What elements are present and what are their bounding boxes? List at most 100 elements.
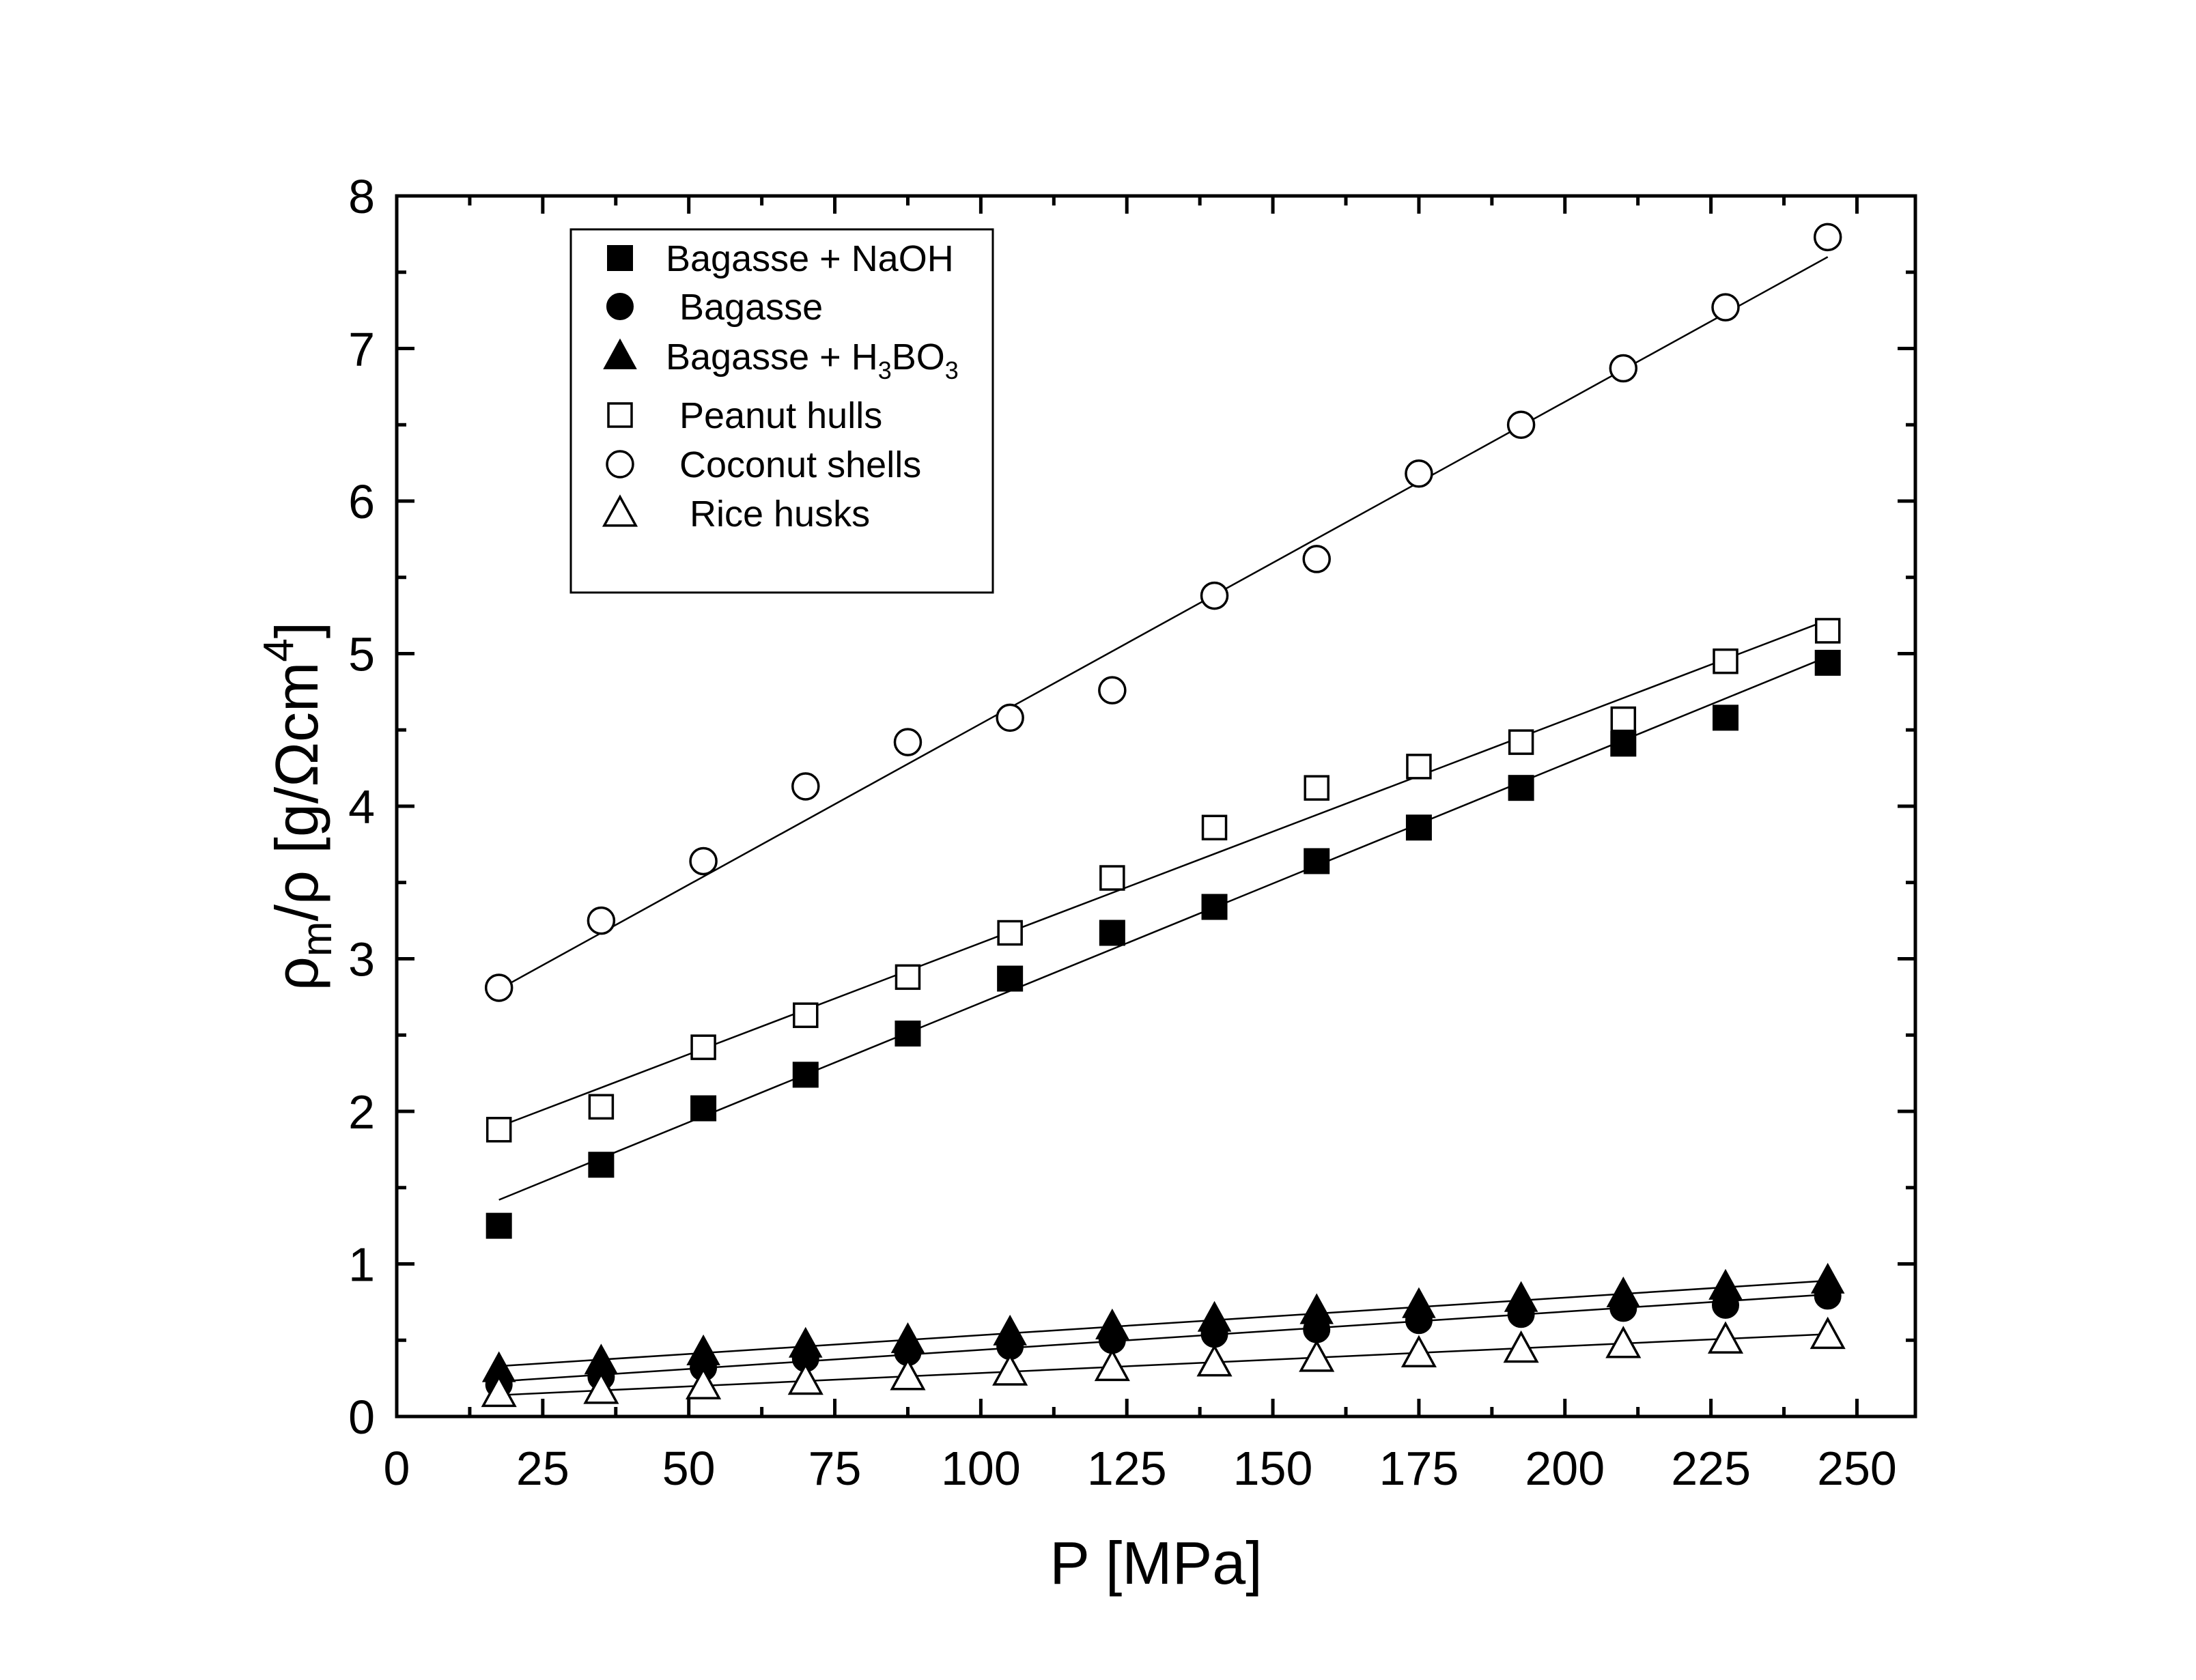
data-point	[1508, 775, 1534, 801]
x-tick-label: 50	[662, 1442, 716, 1495]
data-point	[588, 1152, 615, 1178]
x-tick-label: 250	[1817, 1442, 1897, 1495]
data-point	[1402, 1287, 1436, 1318]
data-point	[1810, 1316, 1846, 1350]
data-point	[788, 1326, 823, 1358]
data-point	[1814, 618, 1841, 644]
x-tick-label: 175	[1379, 1442, 1459, 1495]
data-point	[1099, 920, 1125, 946]
data-point	[1606, 1276, 1641, 1308]
data-point	[583, 1371, 619, 1404]
data-point	[1196, 1343, 1233, 1377]
y-axis-title-rest: /ρ [g/Ωcm	[263, 662, 330, 922]
y-tick-label: 0	[348, 1391, 375, 1444]
x-axis-title: P [MPa]	[1050, 1529, 1262, 1597]
data-point	[1711, 293, 1740, 322]
data-point	[1814, 649, 1841, 676]
fit-line	[498, 1293, 1828, 1382]
legend-box	[569, 228, 994, 594]
data-point	[1707, 1321, 1744, 1354]
data-point	[890, 1358, 926, 1391]
y-tick-label: 8	[348, 170, 375, 223]
data-points	[481, 223, 1846, 1408]
legend-label: Rice husks	[690, 494, 870, 535]
data-point	[997, 920, 1023, 946]
data-point	[787, 1362, 824, 1395]
data-point	[1610, 730, 1637, 757]
data-point	[484, 973, 513, 1002]
y-axis-title-sub: m	[294, 922, 341, 957]
y-axis-title-sup: 4	[255, 638, 302, 661]
y-tick-label: 5	[348, 628, 375, 681]
data-point	[1713, 704, 1738, 731]
data-point	[481, 1374, 517, 1408]
legend-label: Bagasse + H3BO3	[666, 337, 959, 384]
legend-label: Bagasse	[679, 287, 823, 328]
data-point	[587, 906, 616, 935]
y-tick-label: 2	[348, 1085, 375, 1139]
data-point	[1506, 410, 1536, 439]
data-point	[1405, 459, 1433, 488]
legend-marker	[607, 245, 633, 271]
y-axis-title: ρm/ρ [g/Ωcm4]	[255, 622, 341, 991]
x-tick-label: 75	[808, 1442, 862, 1495]
data-point	[893, 728, 923, 756]
legend-marker	[606, 293, 634, 320]
fit-line	[498, 1333, 1828, 1396]
fit-line	[498, 256, 1829, 991]
legend-marker	[603, 338, 637, 369]
data-point	[1406, 754, 1432, 780]
data-point	[1508, 729, 1534, 755]
x-tick-label: 125	[1087, 1442, 1167, 1495]
fit-lines	[498, 256, 1829, 1396]
data-point	[993, 1314, 1027, 1346]
data-point	[1400, 1335, 1437, 1367]
data-point	[686, 1334, 720, 1365]
x-tick-label: 150	[1233, 1442, 1313, 1495]
data-point	[1098, 676, 1127, 704]
fit-line	[498, 619, 1829, 1128]
data-point	[895, 964, 921, 991]
y-axis-title-main: ρ	[263, 956, 330, 991]
data-point	[588, 1094, 615, 1120]
data-point	[485, 1117, 512, 1143]
data-point	[690, 1034, 716, 1060]
data-point	[1605, 1326, 1642, 1358]
legend-marker	[607, 402, 633, 428]
legend-marker	[606, 450, 634, 479]
x-tick-label: 200	[1525, 1442, 1605, 1495]
data-point	[1302, 545, 1331, 573]
data-point	[1299, 1339, 1335, 1372]
y-tick-label: 7	[348, 323, 375, 376]
data-point	[686, 1367, 722, 1399]
y-axis-title-end: ]	[263, 622, 330, 638]
data-point	[1099, 865, 1125, 891]
y-tick-label: 1	[348, 1238, 375, 1292]
data-point	[1810, 1262, 1845, 1294]
data-point	[793, 1002, 819, 1028]
data-point	[689, 846, 718, 876]
data-point	[690, 1095, 717, 1122]
data-point	[791, 772, 820, 801]
fit-line	[498, 655, 1829, 1201]
data-point	[890, 1322, 925, 1354]
data-point	[1094, 1348, 1130, 1382]
x-tick-label: 25	[516, 1442, 569, 1495]
x-tick-label: 0	[384, 1442, 410, 1495]
fit-line	[498, 1279, 1828, 1367]
legend-marker	[602, 494, 638, 527]
data-point	[996, 703, 1024, 732]
data-point	[1304, 848, 1330, 874]
data-point	[895, 1021, 921, 1047]
x-axis-ticks: 0 25 50 75 100 125 150 175 200 225 250	[384, 196, 1897, 1495]
data-point	[1197, 1300, 1232, 1332]
y-tick-label: 3	[348, 933, 375, 986]
data-point	[1503, 1330, 1539, 1363]
data-point	[1299, 1293, 1334, 1324]
legend-label: Peanut hulls	[679, 395, 882, 436]
y-tick-label: 4	[348, 780, 375, 834]
data-point	[1304, 775, 1329, 801]
data-point	[1405, 814, 1432, 841]
y-tick-label: 6	[348, 475, 375, 528]
